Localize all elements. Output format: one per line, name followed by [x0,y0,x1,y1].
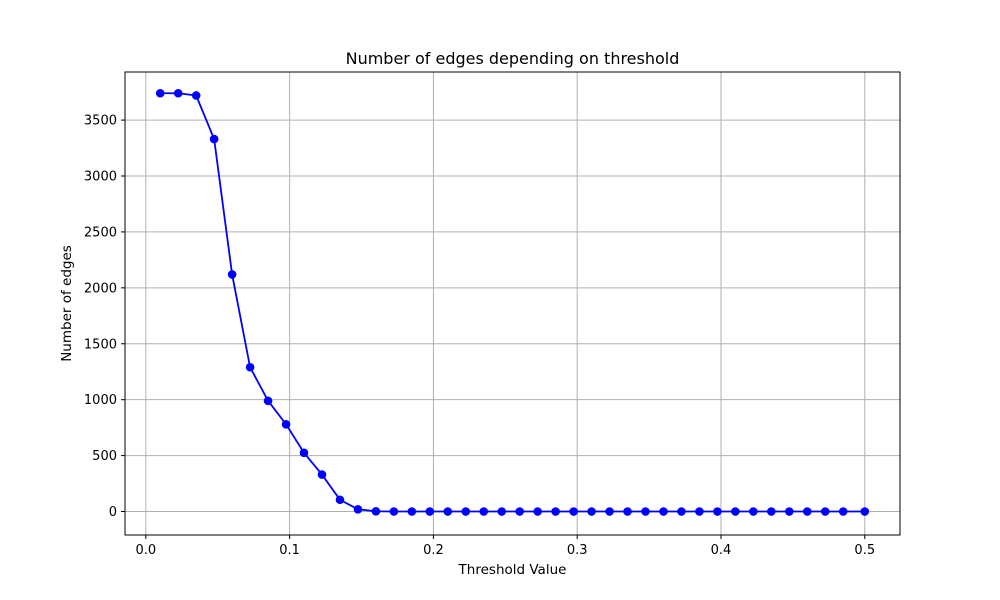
y-tick-label: 3000 [84,170,117,185]
chart-title: Number of edges depending on threshold [346,49,680,68]
data-point [299,448,309,458]
data-point [551,507,560,516]
data-point [263,396,273,406]
data-point [479,507,489,516]
x-tick-label: 0.1 [279,543,300,558]
grid-lines [125,72,900,535]
data-point [569,507,578,516]
data-point [281,419,291,429]
data-point [245,362,255,372]
axis-ticks: 0.0 0.1 0.2 0.3 0.4 0.5 0 500 1000 1500 2000 2500 30… [84,114,875,558]
data-point [443,507,453,516]
y-tick-label: 3500 [84,114,117,129]
data-point [677,507,686,516]
data-point [389,507,399,516]
plot-frame [124,71,901,536]
data-point [371,506,381,516]
data-point [497,507,507,516]
data-point [425,507,435,516]
data-point [461,507,471,516]
series-line [160,92,865,513]
x-tick-label: 0.3 [567,543,588,558]
data-point [659,507,668,516]
data-point [317,470,327,479]
data-point [533,507,542,516]
y-axis-label: Number of edges [59,245,75,362]
data-point [353,504,363,514]
x-tick-label: 0.2 [423,543,444,558]
y-tick-label: 2000 [84,281,117,296]
y-tick-label: 500 [92,449,117,464]
data-point [820,507,830,516]
y-tick-label: 1500 [84,337,117,352]
data-point [838,507,848,516]
data-point [623,507,632,516]
data-series [155,88,870,516]
data-point [173,88,183,98]
data-point [731,507,740,516]
data-point [749,507,758,516]
y-tick-label: 0 [109,505,117,520]
data-point [641,507,650,516]
x-tick-label: 0.4 [711,543,732,558]
data-point [227,270,237,279]
data-point [587,507,596,516]
x-axis-label: Threshold Value [458,562,567,578]
data-point [860,507,870,516]
data-point [407,507,417,516]
data-point [155,88,165,98]
data-point [802,507,812,516]
x-tick-label: 0.5 [854,543,875,558]
data-point [767,507,776,516]
x-tick-label: 0.0 [136,543,157,558]
y-tick-label: 1000 [84,393,117,408]
data-point [335,495,345,505]
data-point [191,91,201,100]
data-point [784,507,794,516]
data-point [209,134,219,144]
y-tick-label: 2500 [84,225,117,240]
data-point [695,507,704,516]
data-point [515,507,524,516]
data-point [605,507,614,516]
data-point [713,507,722,516]
